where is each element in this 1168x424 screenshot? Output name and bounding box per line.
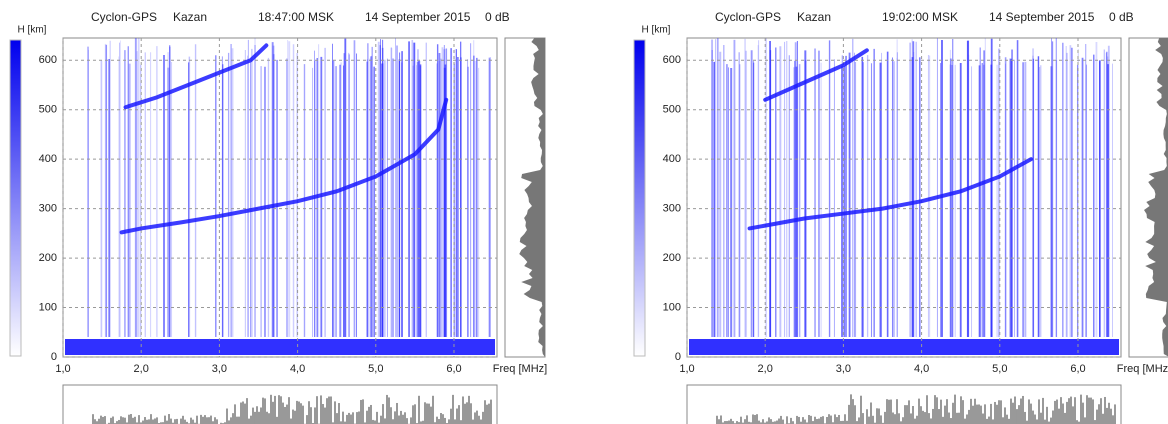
y-tick-label: 500 [663, 104, 681, 116]
x-tick-label: 4,0 [914, 363, 929, 375]
y-tick-label: 300 [663, 203, 681, 215]
y-tick-label: 0 [51, 351, 57, 363]
date: 14 September 2015 [989, 10, 1095, 24]
height-profile [1144, 38, 1168, 357]
station: Cyclon-GPS [91, 10, 157, 24]
y-tick-label: 200 [663, 252, 681, 264]
plot-area [62, 37, 498, 358]
ionogram: 1,0 2,0 3,0 4,0 5,0 6,0 0 100 200 300 400 500 600 H [… [9, 10, 547, 424]
y-axis-label: H [km] [18, 25, 47, 36]
x-tick-label: 6,0 [446, 363, 461, 375]
y-axis-label: H [km] [642, 25, 671, 36]
x-tick-label: 4,0 [290, 363, 305, 375]
frequency-histogram [686, 384, 1122, 424]
city: Kazan [797, 10, 831, 24]
reflection-trace [119, 97, 449, 235]
reflection-trace [123, 43, 269, 110]
height-profile [519, 38, 545, 357]
y-tick-label: 400 [39, 153, 57, 165]
y-tick-label: 600 [663, 54, 681, 66]
x-tick-label: 3,0 [836, 363, 851, 375]
y-tick-label: 100 [39, 301, 57, 313]
y-tick-label: 200 [39, 252, 57, 264]
y-tick-label: 600 [39, 54, 57, 66]
color-bar [9, 39, 22, 357]
color-bar [633, 39, 646, 357]
frequency-histogram [62, 384, 498, 424]
y-tick-label: 300 [39, 203, 57, 215]
x-tick-label: 2,0 [134, 363, 149, 375]
x-tick-label: 6,0 [1070, 363, 1085, 375]
ground-echo [689, 339, 1119, 355]
y-tick-label: 500 [39, 104, 57, 116]
x-tick-label: 3,0 [212, 363, 227, 375]
y-tick-label: 100 [663, 301, 681, 313]
ionogram: 1,0 2,0 3,0 4,0 5,0 6,0 0 100 200 300 400 500 600 H [… [633, 10, 1168, 424]
reflection-trace [763, 48, 869, 102]
y-tick-label: 0 [675, 351, 681, 363]
x-tick-label: 2,0 [758, 363, 773, 375]
time: 18:47:00 MSK [258, 10, 334, 24]
date: 14 September 2015 [365, 10, 471, 24]
gain: 0 dB [485, 10, 510, 24]
y-tick-label: 400 [663, 153, 681, 165]
x-axis-label: Freq [MHz] [1117, 363, 1168, 375]
gain: 0 dB [1109, 10, 1134, 24]
x-tick-label: 5,0 [992, 363, 1007, 375]
time: 19:02:00 MSK [882, 10, 958, 24]
ground-echo [65, 339, 495, 355]
x-axis-label: Freq [MHz] [493, 363, 547, 375]
city: Kazan [173, 10, 207, 24]
reflection-trace [747, 157, 1034, 231]
x-tick-label: 5,0 [368, 363, 383, 375]
x-tick-label: 1,0 [679, 363, 694, 375]
plot-area [686, 37, 1122, 358]
x-tick-label: 1,0 [55, 363, 70, 375]
station: Cyclon-GPS [715, 10, 781, 24]
